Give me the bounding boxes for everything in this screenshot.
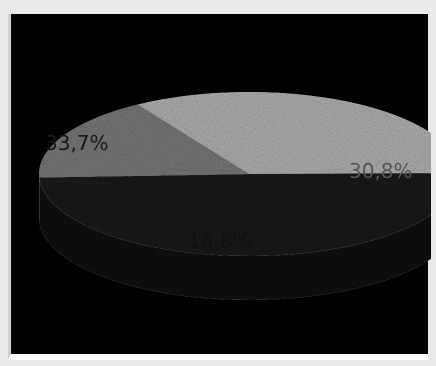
slice-label-mid: 16,8%	[188, 229, 252, 253]
slice-label-light: 33,7%	[45, 131, 109, 155]
pie-sides	[39, 174, 431, 300]
chart-frame: 33,7% 16,8% 30,8%	[8, 14, 431, 360]
slice-0	[137, 92, 431, 174]
slice-label-dark: 30,8%	[349, 159, 413, 183]
slice-1	[39, 173, 431, 256]
slice-side-1	[39, 177, 431, 300]
pie-chart	[39, 92, 431, 300]
pie-tops	[39, 92, 431, 256]
slice-2	[39, 104, 250, 178]
